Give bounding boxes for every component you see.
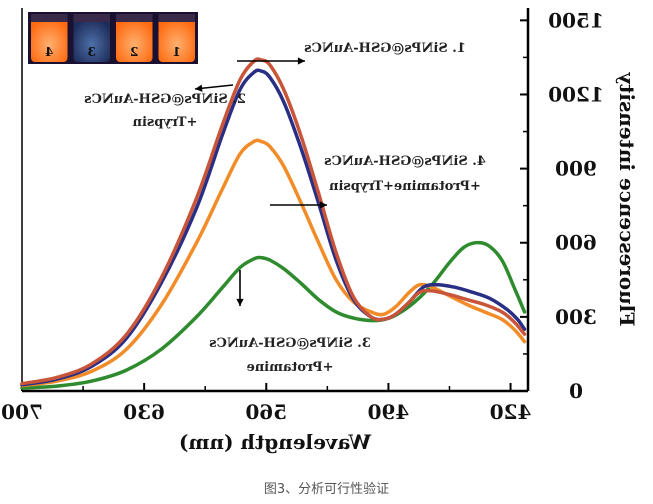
series-line-4 bbox=[20, 240, 527, 390]
annotation-label-4: 3. SiNPs@GSH-AuNCs bbox=[209, 336, 371, 351]
x-tick-label-group: 700 bbox=[1, 400, 43, 424]
plot-area bbox=[21, 8, 530, 393]
annotation-label-2-group: 2. SiNPs@GSH-AuNCs bbox=[84, 92, 246, 107]
series-line-3 bbox=[20, 138, 527, 388]
annotation-arrow-3-head bbox=[319, 201, 327, 209]
y-tick-label-group: 900 bbox=[555, 157, 597, 181]
y-tick-label: 300 bbox=[555, 305, 597, 329]
annotation-label-1: 1. SiNPs@GSH-AuNCs bbox=[304, 41, 466, 56]
vial-label: 4 bbox=[45, 45, 53, 59]
vial-label: 2 bbox=[130, 45, 138, 59]
y-tick-label-group: 1500 bbox=[548, 8, 604, 32]
y-tick-label-group: 600 bbox=[555, 231, 597, 255]
x-tick-label-group: 630 bbox=[123, 400, 165, 424]
annotation-label-3-group: 4. SiNPs@GSH-AuNCs bbox=[324, 154, 486, 169]
vial-cap bbox=[116, 14, 153, 22]
x-tick-label-group: 420 bbox=[490, 400, 532, 424]
annotation-label-4-group: 3. SiNPs@GSH-AuNCs bbox=[209, 336, 371, 351]
y-tick-label: 900 bbox=[555, 157, 597, 181]
series-line-1 bbox=[20, 57, 527, 386]
vial-3 bbox=[73, 18, 110, 62]
y-tick-label: 600 bbox=[555, 231, 597, 255]
vial-label: 3 bbox=[88, 45, 96, 59]
annotation-label-4-group: +Protamine bbox=[246, 360, 333, 375]
vial-2 bbox=[116, 18, 153, 62]
y-tick-label: 1200 bbox=[548, 82, 604, 106]
annotation-label-3: +Protamine+Trypsin bbox=[329, 179, 481, 194]
vial-label: 1 bbox=[173, 45, 181, 59]
vial-cap bbox=[31, 14, 68, 22]
annotation-arrow-2-head bbox=[195, 84, 203, 92]
annotation-label-3-group: +Protamine+Trypsin bbox=[329, 179, 481, 194]
fluorescence-chart: 700 630 560 490 420 Wavelength (nm) 0 300 600 900… bbox=[1, 8, 639, 454]
x-axis-title: Wavelength (nm) bbox=[179, 430, 372, 454]
x-tick-label: 560 bbox=[245, 400, 287, 424]
x-tick-label: 700 bbox=[1, 400, 43, 424]
vial-label-group: 1 bbox=[173, 45, 181, 59]
x-tick-label: 490 bbox=[368, 400, 410, 424]
x-tick-label: 630 bbox=[123, 400, 165, 424]
y-tick-label-group: 1200 bbox=[548, 82, 604, 106]
annotation-label-3: 4. SiNPs@GSH-AuNCs bbox=[324, 154, 486, 169]
vial-photo-inset: 4 3 2 1 bbox=[28, 12, 198, 64]
annotation-label-4: +Protamine bbox=[246, 360, 333, 375]
series-line-2 bbox=[20, 68, 527, 387]
figure-caption: 图3、分析可行性验证 bbox=[263, 482, 390, 497]
vial-cap bbox=[158, 14, 195, 22]
annotation-label-2: +Trypsin bbox=[132, 115, 197, 130]
y-tick-label-group: 0 bbox=[569, 379, 583, 403]
y-axis-title: Fluorescence intensity bbox=[615, 71, 639, 326]
annotations: 1. SiNPs@GSH-AuNCs 2. SiNPs@GSH-AuNCs +Try… bbox=[84, 41, 486, 375]
series-lines bbox=[20, 57, 527, 390]
x-tick-label-group: 560 bbox=[245, 400, 287, 424]
vial-1 bbox=[158, 18, 195, 62]
annotation-arrow-4-head bbox=[236, 298, 244, 306]
vial-4 bbox=[31, 18, 68, 62]
x-tick-label-group: 490 bbox=[368, 400, 410, 424]
x-axis-title-group: Wavelength (nm) bbox=[179, 430, 372, 454]
vial-cap bbox=[73, 14, 110, 22]
y-tick-label: 1500 bbox=[548, 8, 604, 32]
y-axis-title-group: Fluorescence intensity bbox=[615, 71, 639, 326]
vial-label-group: 4 bbox=[45, 45, 53, 59]
annotation-label-2: 2. SiNPs@GSH-AuNCs bbox=[84, 92, 246, 107]
axes: 700 630 560 490 420 Wavelength (nm) 0 300 600 900… bbox=[1, 8, 639, 454]
annotation-label-1-group: 1. SiNPs@GSH-AuNCs bbox=[304, 41, 466, 56]
annotation-arrow-1-head bbox=[297, 57, 305, 65]
vial-label-group: 2 bbox=[130, 45, 138, 59]
y-tick-label: 0 bbox=[569, 379, 583, 403]
x-tick-label: 420 bbox=[490, 400, 532, 424]
annotation-label-2-group: +Trypsin bbox=[132, 115, 197, 130]
vial-label-group: 3 bbox=[88, 45, 96, 59]
y-tick-label-group: 300 bbox=[555, 305, 597, 329]
